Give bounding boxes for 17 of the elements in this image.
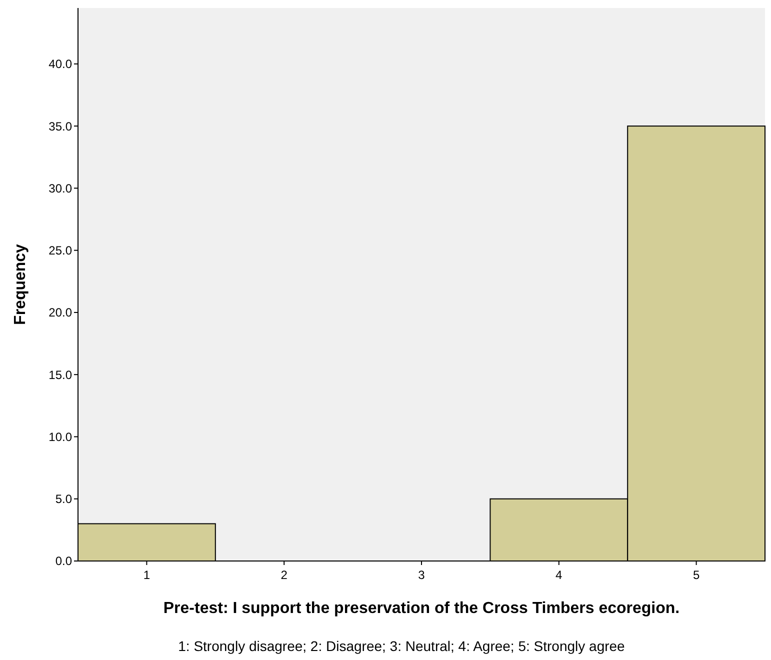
y-tick-label: 20.0 <box>48 306 72 320</box>
x-tick-label: 4 <box>556 568 563 582</box>
y-tick-label: 30.0 <box>48 181 72 196</box>
y-tick-label: 25.0 <box>48 244 72 258</box>
y-tick-label: 0.0 <box>55 554 72 568</box>
text: 1: Strongly disagree; 2: Disagree; 3: Neutral; 4: Agree; 5: Strongly agree <box>178 638 626 654</box>
x-axis-title: Pre-test: I support the preservation of the Cross Timbers ecoregion. <box>163 600 680 617</box>
y-tick-label: 5.0 <box>55 492 72 506</box>
y-axis-title: Frequency <box>12 244 29 325</box>
x-tick-label: 1 <box>143 568 150 582</box>
y-tick-label: 15.0 <box>48 368 72 382</box>
x-tick-label: 3 <box>418 568 426 582</box>
x-tick-label: 5 <box>692 568 700 582</box>
x-tick-label: 2 <box>280 568 288 582</box>
y-tick-label: 35.0 <box>48 119 72 134</box>
y-tick-label: 40.0 <box>48 57 72 72</box>
y-tick-label: 10.0 <box>48 430 72 444</box>
